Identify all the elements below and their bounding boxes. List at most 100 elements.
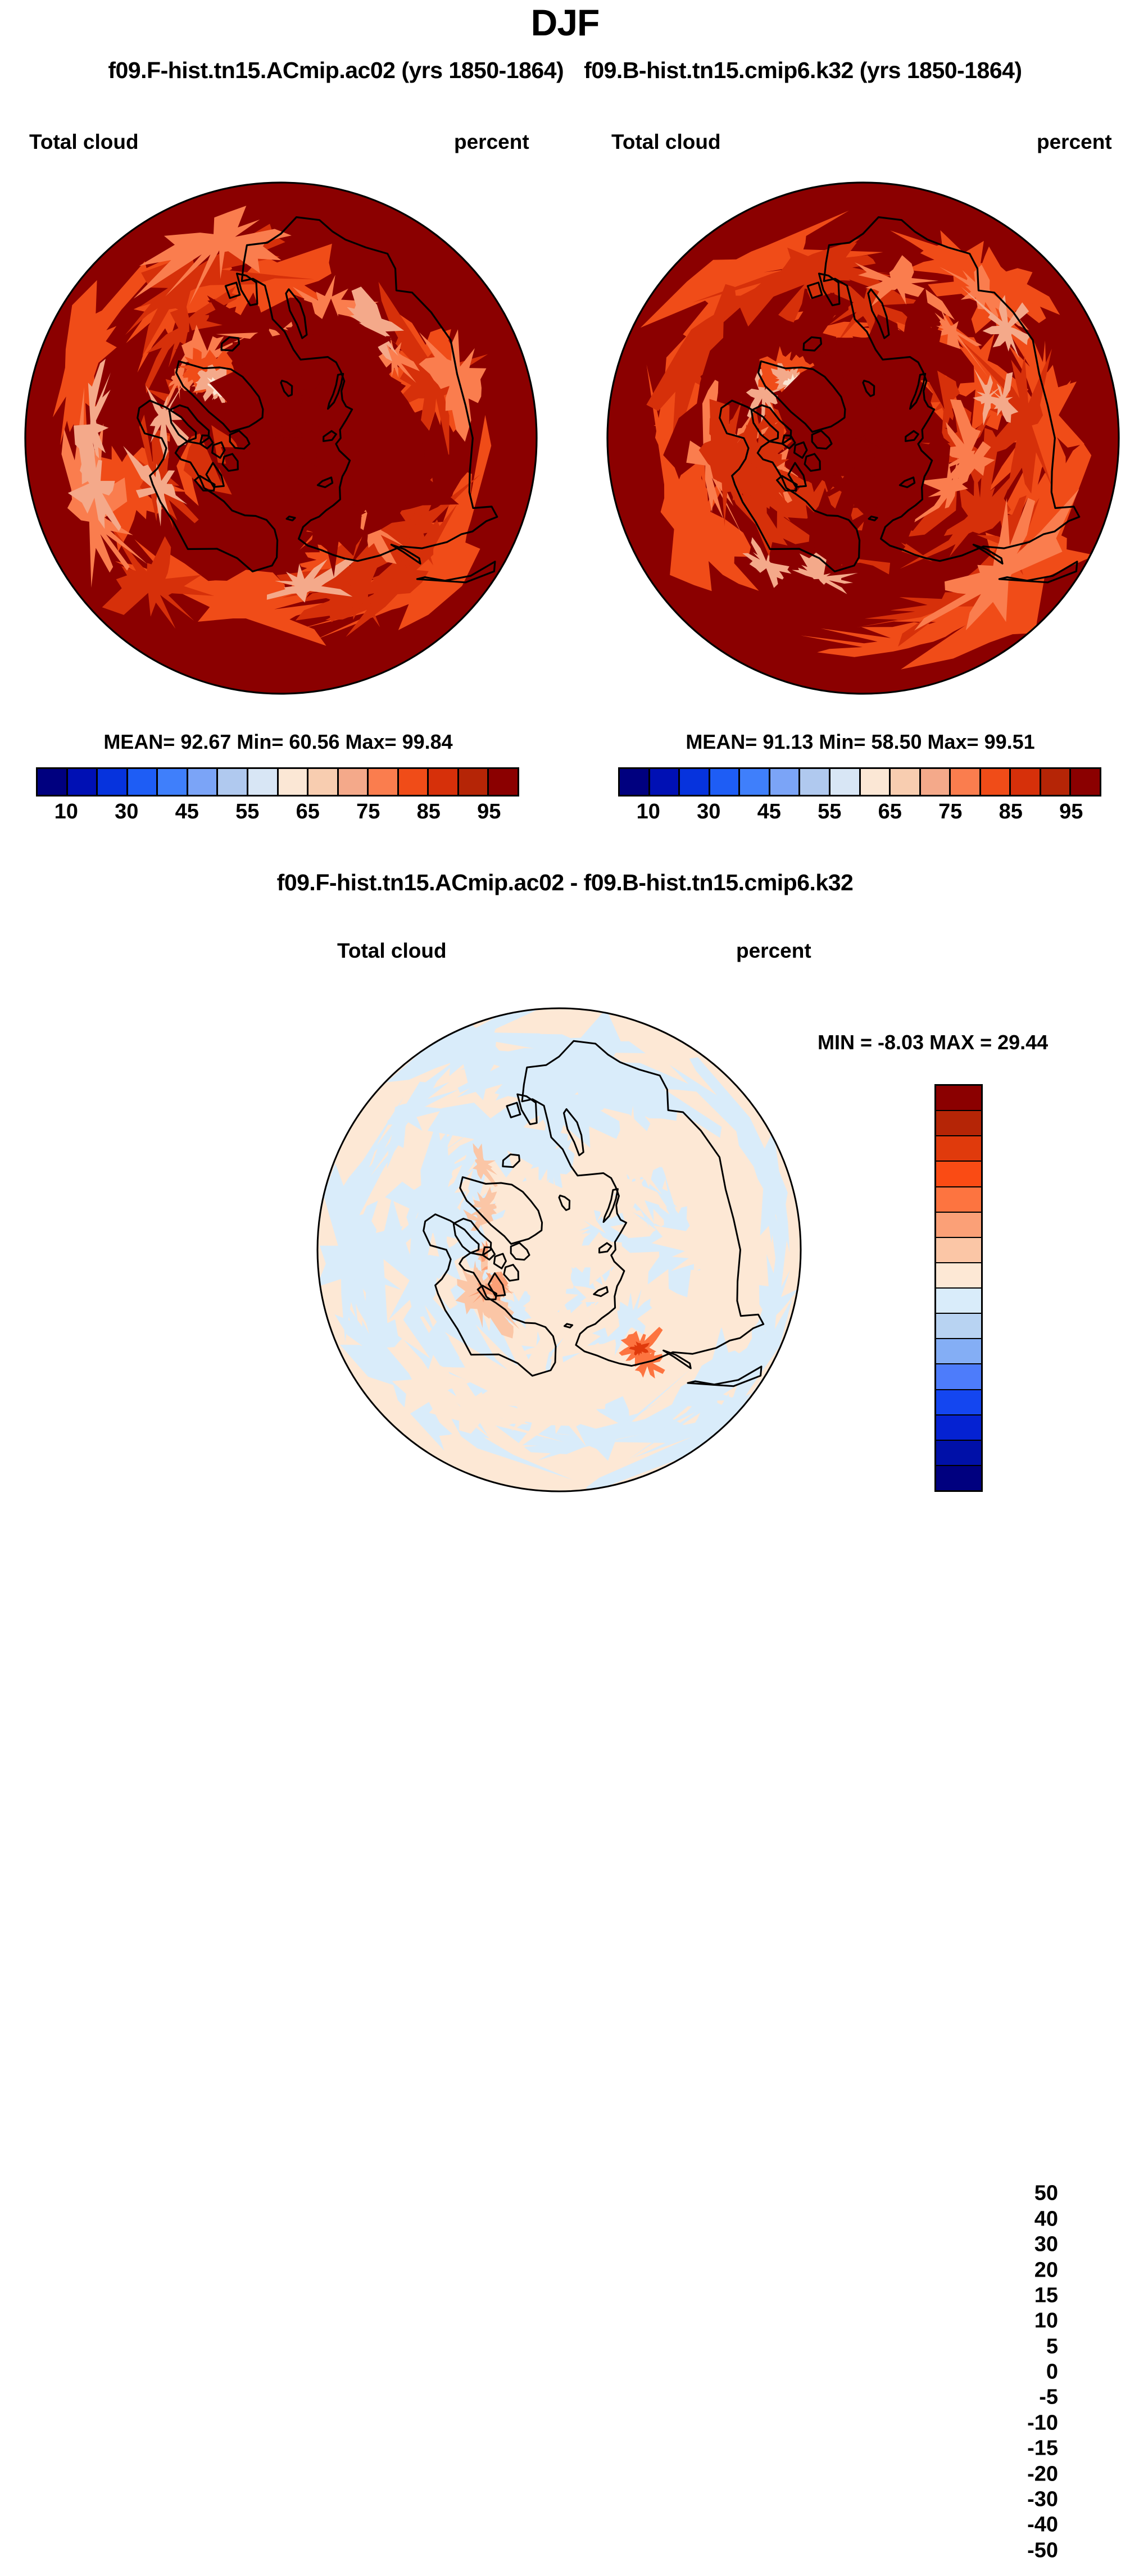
colorbar-cell <box>830 769 861 795</box>
colorbar-cell <box>891 769 921 795</box>
colorbar-cell <box>128 769 158 795</box>
colorbar-cell <box>936 1390 981 1416</box>
colorbar-cell <box>936 1162 981 1187</box>
colorbar-cell <box>936 1415 981 1441</box>
left-colorbar-swatches <box>36 767 519 797</box>
right-colorbar-swatches <box>618 767 1101 797</box>
difference-unit-label: percent <box>736 939 811 962</box>
right-stats-text: MEAN= 91.13 Min= 58.50 Max= 99.51 <box>686 730 1035 753</box>
colorbar-cell <box>1071 769 1100 795</box>
left-colorbar-ticks: 10 30 45 55 65 75 85 95 <box>36 800 519 829</box>
colorbar-cell <box>1041 769 1072 795</box>
colorbar-tick-label: -10 <box>1027 2411 1058 2435</box>
difference-colorbar-ticks: 50 40 30 20 15 10 5 0 -5 -10 -15 -20 -30 -40 -50 <box>991 2168 1086 2576</box>
colorbar-cell <box>936 1086 981 1112</box>
colorbar-cell <box>278 769 309 795</box>
right-polar-map <box>606 181 1120 695</box>
left-colorbar: 10 30 45 55 65 75 85 95 <box>36 767 519 829</box>
left-variable-label: Total cloud <box>29 130 139 153</box>
colorbar-tick-label: 75 <box>356 800 380 823</box>
colorbar-cell <box>936 1237 981 1263</box>
difference-variable-label: Total cloud <box>337 939 447 962</box>
colorbar-cell <box>710 769 741 795</box>
colorbar-tick-label: 5 <box>1046 2334 1058 2359</box>
colorbar-tick-label: 30 <box>1034 2232 1058 2256</box>
colorbar-cell <box>936 1111 981 1137</box>
colorbar-cell <box>459 769 489 795</box>
colorbar-cell <box>620 769 650 795</box>
colorbar-tick-label: 50 <box>1034 2181 1058 2205</box>
right-variable-label: Total cloud <box>611 130 721 153</box>
difference-colorbar: 50 40 30 20 15 10 5 0 -5 -10 -15 -20 -30 -40 -50 <box>934 1084 1058 2562</box>
colorbar-tick-label: -5 <box>1039 2385 1058 2409</box>
colorbar-cell <box>860 769 891 795</box>
colorbar-cell <box>770 769 801 795</box>
colorbar-cell <box>218 769 248 795</box>
colorbar-tick-label: -50 <box>1027 2538 1058 2563</box>
left-stats-text: MEAN= 92.67 Min= 60.56 Max= 99.84 <box>103 730 453 753</box>
colorbar-cell <box>67 769 98 795</box>
colorbar-tick-label: 30 <box>115 800 139 823</box>
colorbar-tick-label: 95 <box>1059 800 1083 823</box>
colorbar-cell <box>398 769 429 795</box>
difference-colorbar-swatches <box>934 1084 983 1492</box>
colorbar-tick-label: -30 <box>1027 2487 1058 2511</box>
colorbar-cell <box>920 769 951 795</box>
case-titles-row: f09.F-hist.tn15.ACmip.ac02 (yrs 1850-186… <box>0 57 1130 84</box>
colorbar-cell <box>650 769 680 795</box>
colorbar-cell <box>951 769 981 795</box>
colorbar-tick-label: -40 <box>1027 2513 1058 2537</box>
colorbar-cell <box>1011 769 1041 795</box>
colorbar-tick-label: 10 <box>54 800 78 823</box>
case-title-right: f09.B-hist.tn15.cmip6.k32 (yrs 1850-1864… <box>584 57 1022 83</box>
colorbar-cell <box>936 1339 981 1365</box>
colorbar-tick-label: 95 <box>477 800 501 823</box>
colorbar-cell <box>680 769 710 795</box>
colorbar-tick-label: 65 <box>296 800 320 823</box>
colorbar-cell <box>98 769 128 795</box>
difference-polar-map <box>316 1007 802 1492</box>
right-colorbar-ticks: 10 30 45 55 65 75 85 95 <box>618 800 1101 829</box>
colorbar-cell <box>248 769 279 795</box>
colorbar-cell <box>489 769 518 795</box>
colorbar-cell <box>308 769 339 795</box>
colorbar-tick-label: 10 <box>636 800 660 823</box>
colorbar-tick-label: 30 <box>697 800 721 823</box>
colorbar-tick-label: 75 <box>938 800 963 823</box>
colorbar-cell <box>369 769 399 795</box>
colorbar-cell <box>936 1263 981 1289</box>
colorbar-cell <box>936 1314 981 1340</box>
colorbar-tick-label: -15 <box>1027 2436 1058 2460</box>
colorbar-tick-label: 85 <box>999 800 1023 823</box>
left-polar-map <box>24 181 538 695</box>
colorbar-tick-label: 55 <box>818 800 842 823</box>
colorbar-cell <box>188 769 219 795</box>
colorbar-cell <box>936 1187 981 1213</box>
colorbar-cell <box>936 1212 981 1238</box>
colorbar-tick-label: 45 <box>757 800 781 823</box>
colorbar-tick-label: 20 <box>1034 2258 1058 2282</box>
colorbar-tick-label: 55 <box>235 800 260 823</box>
left-unit-label: percent <box>454 130 529 153</box>
colorbar-tick-label: 65 <box>878 800 902 823</box>
right-colorbar: 10 30 45 55 65 75 85 95 <box>618 767 1101 829</box>
difference-title: f09.F-hist.tn15.ACmip.ac02 - f09.B-hist.… <box>276 870 854 895</box>
colorbar-cell <box>38 769 68 795</box>
colorbar-cell <box>158 769 188 795</box>
case-title-left: f09.F-hist.tn15.ACmip.ac02 (yrs 1850-186… <box>108 57 564 83</box>
colorbar-cell <box>338 769 369 795</box>
colorbar-cell <box>429 769 459 795</box>
colorbar-cell <box>936 1466 981 1490</box>
colorbar-cell <box>800 769 831 795</box>
colorbar-cell <box>936 1136 981 1162</box>
colorbar-tick-label: 15 <box>1034 2283 1058 2308</box>
colorbar-cell <box>936 1440 981 1466</box>
colorbar-cell <box>936 1289 981 1314</box>
colorbar-tick-label: -20 <box>1027 2462 1058 2486</box>
colorbar-tick-label: 40 <box>1034 2207 1058 2231</box>
difference-stats-text: MIN = -8.03 MAX = 29.44 <box>818 1031 1049 1054</box>
colorbar-tick-label: 85 <box>416 800 441 823</box>
colorbar-tick-label: 45 <box>175 800 199 823</box>
colorbar-cell <box>740 769 770 795</box>
colorbar-cell <box>936 1364 981 1390</box>
